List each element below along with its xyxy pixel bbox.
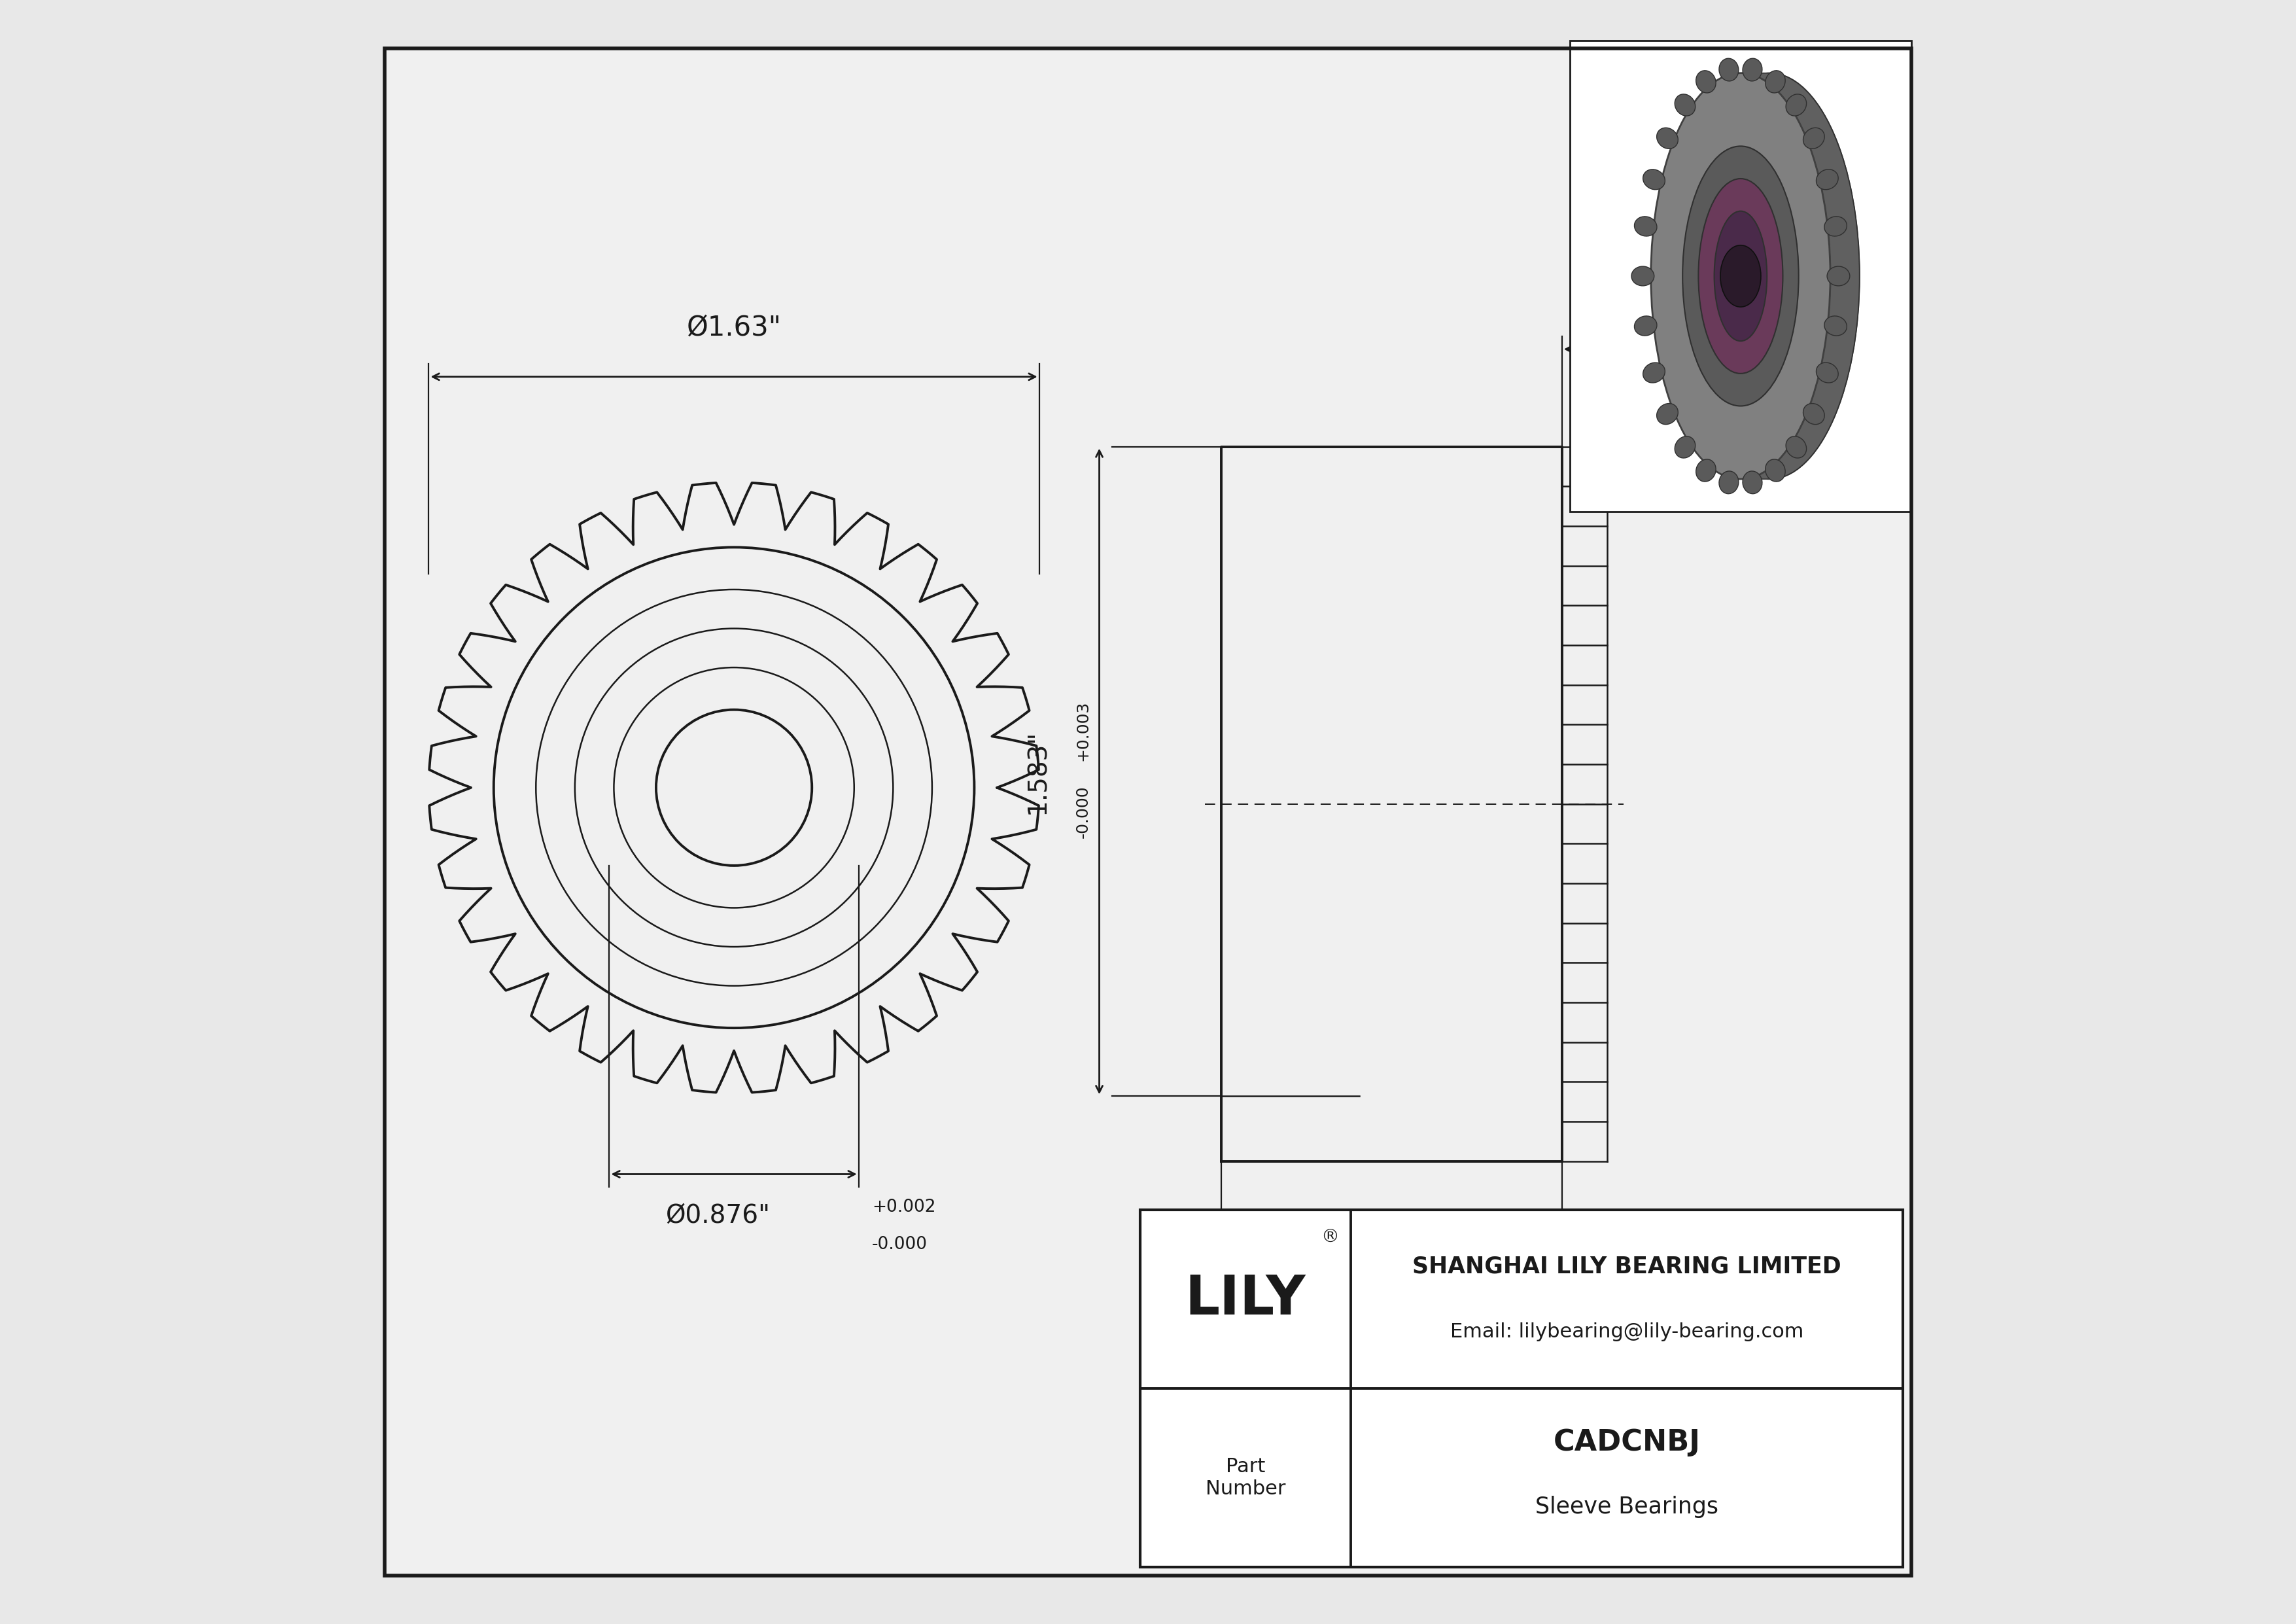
Ellipse shape bbox=[1720, 471, 1738, 494]
Ellipse shape bbox=[1766, 70, 1786, 93]
Text: SHANGHAI LILY BEARING LIMITED: SHANGHAI LILY BEARING LIMITED bbox=[1412, 1255, 1841, 1278]
Text: For 0.09"min
sheet metal thickness: For 0.09"min sheet metal thickness bbox=[1628, 313, 1837, 352]
Ellipse shape bbox=[1816, 362, 1839, 383]
Text: Ø0.876": Ø0.876" bbox=[666, 1203, 769, 1228]
Ellipse shape bbox=[1802, 128, 1825, 149]
Text: Sleeve Bearings: Sleeve Bearings bbox=[1536, 1496, 1717, 1518]
Text: ®: ® bbox=[1320, 1228, 1339, 1247]
Text: Email: lilybearing@lily-bearing.com: Email: lilybearing@lily-bearing.com bbox=[1451, 1322, 1805, 1341]
Ellipse shape bbox=[1699, 179, 1782, 374]
Ellipse shape bbox=[1715, 211, 1768, 341]
Text: CADCNBJ: CADCNBJ bbox=[1554, 1427, 1701, 1457]
Ellipse shape bbox=[1674, 437, 1694, 458]
Ellipse shape bbox=[1786, 94, 1807, 115]
Ellipse shape bbox=[1766, 460, 1786, 482]
Ellipse shape bbox=[1720, 58, 1738, 81]
Polygon shape bbox=[1740, 73, 1860, 479]
Ellipse shape bbox=[1635, 317, 1658, 336]
Ellipse shape bbox=[1674, 94, 1694, 115]
Ellipse shape bbox=[1816, 169, 1839, 190]
Ellipse shape bbox=[1644, 169, 1665, 190]
FancyBboxPatch shape bbox=[1570, 41, 1910, 512]
Ellipse shape bbox=[1743, 58, 1761, 81]
Text: LILY: LILY bbox=[1185, 1273, 1306, 1325]
Ellipse shape bbox=[1828, 266, 1851, 286]
Ellipse shape bbox=[1825, 216, 1846, 235]
Text: Part
Number: Part Number bbox=[1205, 1457, 1286, 1499]
Text: 1.583": 1.583" bbox=[1026, 729, 1049, 814]
Ellipse shape bbox=[1802, 403, 1825, 424]
Ellipse shape bbox=[1697, 70, 1715, 93]
Ellipse shape bbox=[1644, 362, 1665, 383]
Ellipse shape bbox=[1658, 403, 1678, 424]
Text: +0.002: +0.002 bbox=[872, 1199, 937, 1215]
Ellipse shape bbox=[1635, 216, 1658, 235]
Ellipse shape bbox=[1681, 73, 1860, 479]
Ellipse shape bbox=[1786, 437, 1807, 458]
FancyBboxPatch shape bbox=[1139, 1210, 1903, 1567]
Text: 0.9"±0.01: 0.9"±0.01 bbox=[1322, 1307, 1460, 1335]
Ellipse shape bbox=[1743, 471, 1761, 494]
Text: +0.003: +0.003 bbox=[1075, 700, 1091, 762]
Text: -0.000: -0.000 bbox=[1075, 786, 1091, 838]
Ellipse shape bbox=[1632, 266, 1653, 286]
Ellipse shape bbox=[1658, 128, 1678, 149]
Ellipse shape bbox=[1651, 73, 1830, 479]
Ellipse shape bbox=[1697, 460, 1715, 482]
FancyBboxPatch shape bbox=[386, 49, 1910, 1575]
Ellipse shape bbox=[1683, 146, 1798, 406]
Text: Ø1.63": Ø1.63" bbox=[687, 313, 781, 341]
Ellipse shape bbox=[1825, 317, 1846, 336]
Text: -0.000: -0.000 bbox=[872, 1236, 928, 1252]
Ellipse shape bbox=[1720, 245, 1761, 307]
